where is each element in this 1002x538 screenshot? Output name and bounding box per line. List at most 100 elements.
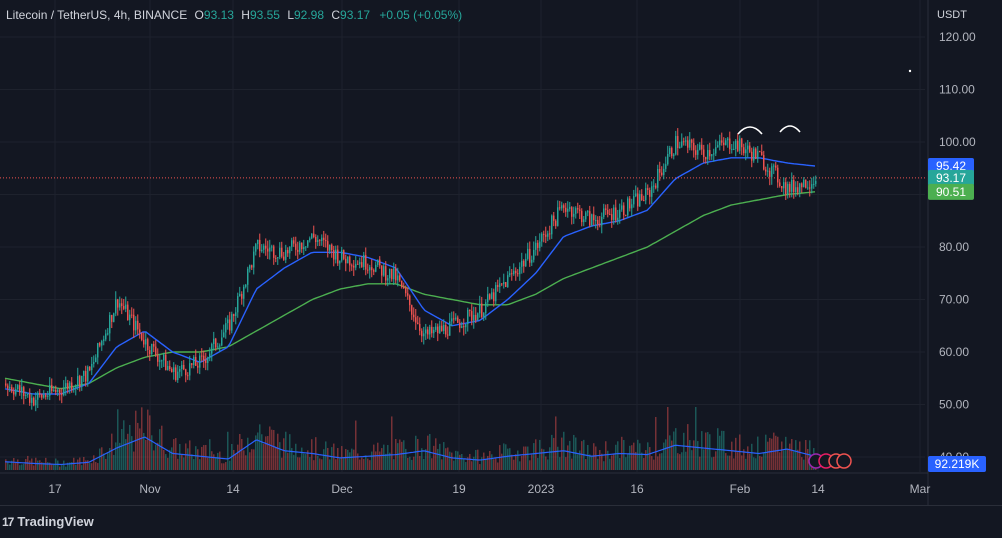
volume-bar — [233, 450, 235, 470]
candle-body — [517, 273, 519, 275]
candle-body — [201, 355, 203, 357]
volume-bar — [265, 436, 267, 470]
candle-body — [241, 293, 243, 299]
candle-body — [659, 169, 661, 173]
candle-body — [475, 314, 477, 321]
volume-bar — [441, 459, 443, 470]
candle-body — [741, 138, 743, 148]
volume-bar — [769, 437, 771, 470]
volume-bar — [381, 448, 383, 470]
volume-bar — [627, 454, 629, 470]
volume-bar — [391, 416, 393, 470]
candle-body — [41, 394, 43, 398]
candle-body — [397, 275, 399, 281]
candle-body — [583, 219, 585, 223]
currency-label[interactable]: USDT — [937, 9, 967, 21]
volume-bar — [701, 431, 703, 470]
volume-bar — [29, 460, 31, 470]
volume-bar — [571, 458, 573, 470]
volume-bar — [553, 437, 555, 470]
volume-bar — [577, 454, 579, 470]
candle-body — [225, 323, 227, 333]
volume-bar — [53, 464, 55, 470]
volume-bar — [793, 451, 795, 470]
x-tick-label: Nov — [139, 482, 160, 496]
candle-body — [413, 314, 415, 318]
x-tick-label: 17 — [48, 482, 62, 496]
volume-bar — [217, 452, 219, 470]
volume-bar — [465, 462, 467, 470]
candle-body — [261, 249, 263, 252]
candle-body — [813, 183, 815, 185]
volume-bar — [735, 437, 737, 470]
volume-bar — [681, 452, 683, 470]
volume-bar — [689, 440, 691, 470]
volume-bar — [345, 449, 347, 470]
candle-body — [577, 208, 579, 210]
volume-badge-bg — [928, 456, 986, 472]
candle-body — [705, 157, 707, 160]
volume-bar — [363, 458, 365, 470]
volume-bar — [479, 464, 481, 470]
volume-bar — [229, 460, 231, 470]
candle-body — [117, 299, 119, 308]
volume-bar — [113, 454, 115, 470]
volume-bar — [519, 461, 521, 470]
volume-bar — [295, 443, 297, 470]
candle-body — [795, 187, 797, 193]
chart-area[interactable]: 120.00110.00100.0090.0080.0070.0060.0050… — [0, 0, 1002, 505]
symbol-title[interactable]: Litecoin / TetherUS, 4h, BINANCE — [6, 8, 188, 22]
y-tick-label: 100.00 — [939, 135, 976, 149]
candle-body — [9, 387, 11, 389]
volume-bar — [799, 441, 801, 470]
candle-body — [533, 249, 535, 260]
volume-bar — [405, 448, 407, 470]
volume-bar — [197, 449, 199, 470]
volume-bar — [83, 456, 85, 470]
candle-body — [661, 172, 663, 175]
candle-body — [341, 250, 343, 261]
dot-marker — [908, 69, 912, 73]
price-badge-bg — [928, 169, 974, 186]
volume-bar — [177, 458, 179, 470]
candle-body — [693, 142, 695, 151]
volume-bar — [253, 449, 255, 470]
candle-body — [197, 365, 199, 368]
candle-body — [409, 295, 411, 306]
volume-bar — [287, 452, 289, 470]
tradingview-brand[interactable]: 17 TradingView — [2, 514, 94, 529]
volume-bar — [259, 424, 261, 470]
annotations — [737, 69, 912, 469]
volume-bar — [559, 457, 561, 470]
volume-bar — [801, 457, 803, 470]
gridlines — [0, 0, 929, 505]
candle-body — [255, 244, 257, 252]
candle-body — [305, 246, 307, 248]
candle-body — [673, 154, 675, 157]
volume-bar — [127, 433, 129, 470]
volume-bar — [727, 455, 729, 470]
volume-bar — [109, 447, 111, 470]
candle-body — [129, 314, 131, 321]
volume-bar — [357, 453, 359, 470]
volume-bar — [591, 456, 593, 470]
time-axis[interactable]: 17 Nov 14 Dec 19 2023 16 Feb 14 Mar — [48, 482, 930, 496]
candle-body — [147, 339, 149, 351]
candle-body — [195, 356, 197, 366]
candle-body — [73, 387, 75, 390]
volume-bar — [129, 424, 131, 470]
candle-body — [751, 151, 753, 161]
volume-bar — [473, 456, 475, 470]
volume-bar — [589, 454, 591, 470]
candle-body — [723, 142, 725, 145]
volume-bar — [361, 457, 363, 470]
volume-bar — [513, 459, 515, 470]
candle-body — [357, 263, 359, 265]
candle-body — [61, 393, 63, 396]
candle-body — [179, 369, 181, 372]
candle-body — [211, 343, 213, 354]
candle-body — [435, 326, 437, 330]
candle-body — [647, 188, 649, 191]
volume-bar — [613, 454, 615, 470]
